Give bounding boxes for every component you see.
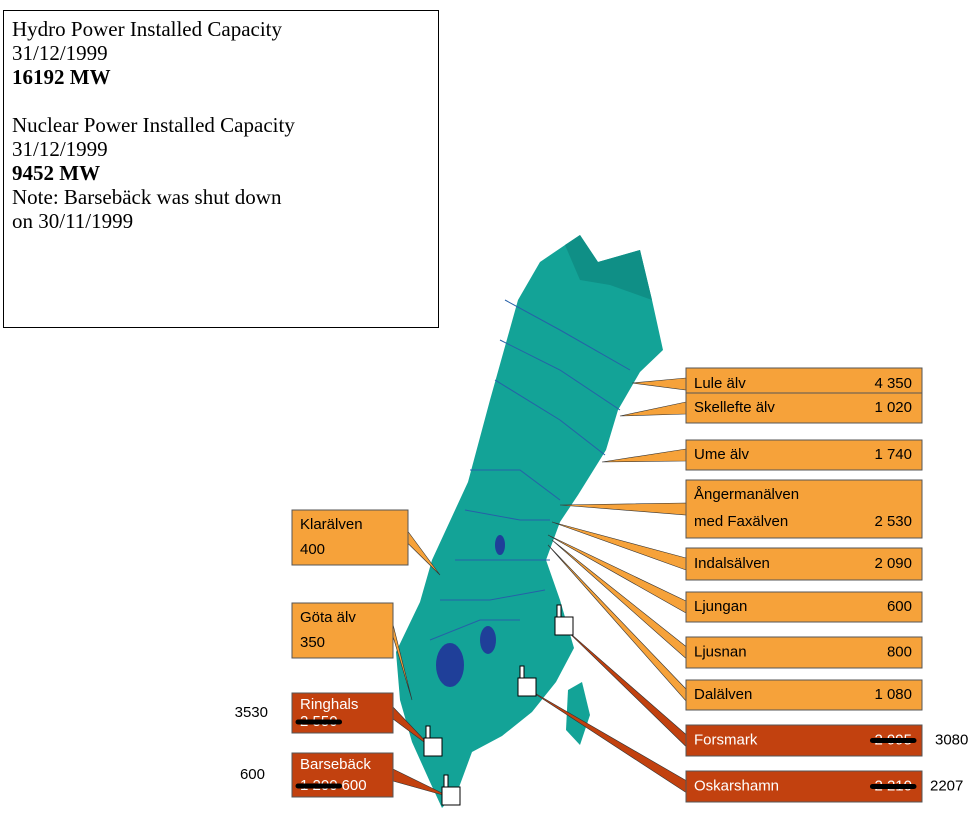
river-name: Lule älv xyxy=(694,375,746,392)
label-box xyxy=(291,692,394,734)
plant-name: Oskarshamn xyxy=(694,777,779,794)
gotland xyxy=(566,682,590,745)
nuclear-date: 31/12/1999 xyxy=(12,137,108,161)
label-box xyxy=(291,602,394,659)
plant-icon xyxy=(554,616,574,636)
leader xyxy=(547,534,687,614)
label-box xyxy=(685,591,923,623)
river-name: Ljungan xyxy=(694,598,747,615)
info-box: Hydro Power Installed Capacity 31/12/199… xyxy=(3,10,439,328)
plant-chimney xyxy=(443,774,449,788)
plant-chimney xyxy=(556,604,562,618)
river-value: 800 xyxy=(887,643,912,660)
leader xyxy=(631,377,687,391)
revised-value: 600 xyxy=(342,777,367,794)
river-name: Ume älv xyxy=(694,446,750,463)
plant-chimney xyxy=(425,725,431,739)
leader xyxy=(559,502,687,516)
river-name: Dalälven xyxy=(694,686,752,703)
river-value: 1 020 xyxy=(874,399,912,416)
plant-icon xyxy=(423,737,443,757)
plant-name: Barsebäck xyxy=(300,756,371,773)
current-value: 2207 xyxy=(930,777,963,794)
label-box xyxy=(685,679,923,711)
nuclear-value: 9452 MW xyxy=(12,161,430,185)
label-box xyxy=(685,479,923,539)
sweden xyxy=(396,235,663,808)
note: on 30/11/1999 xyxy=(12,209,134,233)
leader xyxy=(619,401,687,417)
river-value: 2 530 xyxy=(874,513,912,530)
leader xyxy=(601,448,687,463)
current-value: 3530 xyxy=(235,704,268,721)
current-value: 3080 xyxy=(935,731,968,748)
river-name: med Faxälven xyxy=(694,513,788,530)
river-value: 1 080 xyxy=(874,686,912,703)
hydro-title: Hydro Power Installed Capacity xyxy=(12,17,283,41)
label-box xyxy=(685,392,923,424)
river-value: 4 350 xyxy=(874,375,912,392)
river-name: Ljusnan xyxy=(694,643,747,660)
nuclear-title: Nuclear Power Installed Capacity xyxy=(12,113,295,137)
label-box xyxy=(685,636,923,669)
river-value: 2 090 xyxy=(874,555,912,572)
river-value: 400 xyxy=(300,541,325,558)
label-box xyxy=(291,509,409,566)
leader xyxy=(551,521,687,571)
current-value: 600 xyxy=(240,766,265,783)
plant-icon xyxy=(441,786,461,806)
hydro-date: 31/12/1999 xyxy=(12,41,108,65)
label-box xyxy=(291,752,394,798)
river-name: Skellefte älv xyxy=(694,399,775,416)
label-box xyxy=(685,439,923,471)
hydro-value-text: 16192 MW xyxy=(12,65,111,89)
river-name: Klarälven xyxy=(300,516,363,533)
rivers xyxy=(429,299,631,641)
river-value: 1 740 xyxy=(874,446,912,463)
plant-chimney xyxy=(519,665,525,679)
leader xyxy=(525,687,687,794)
river-value: 600 xyxy=(887,598,912,615)
plant-icon xyxy=(517,677,537,697)
plant-name: Ringhals xyxy=(300,696,358,713)
river-name: Indalsälven xyxy=(694,555,770,572)
river-value: 350 xyxy=(300,634,325,651)
label-box xyxy=(685,547,923,581)
hydro-value: 16192 MW xyxy=(12,65,430,89)
mountains xyxy=(565,235,652,300)
river-name: Ångermanälven xyxy=(694,486,799,503)
plant-name: Forsmark xyxy=(694,731,758,748)
nuclear-value-text: 9452 MW xyxy=(12,161,101,185)
river-name: Göta älv xyxy=(300,609,356,626)
lakes xyxy=(436,535,505,687)
note: Note: Barsebäck was shut down xyxy=(12,185,282,209)
